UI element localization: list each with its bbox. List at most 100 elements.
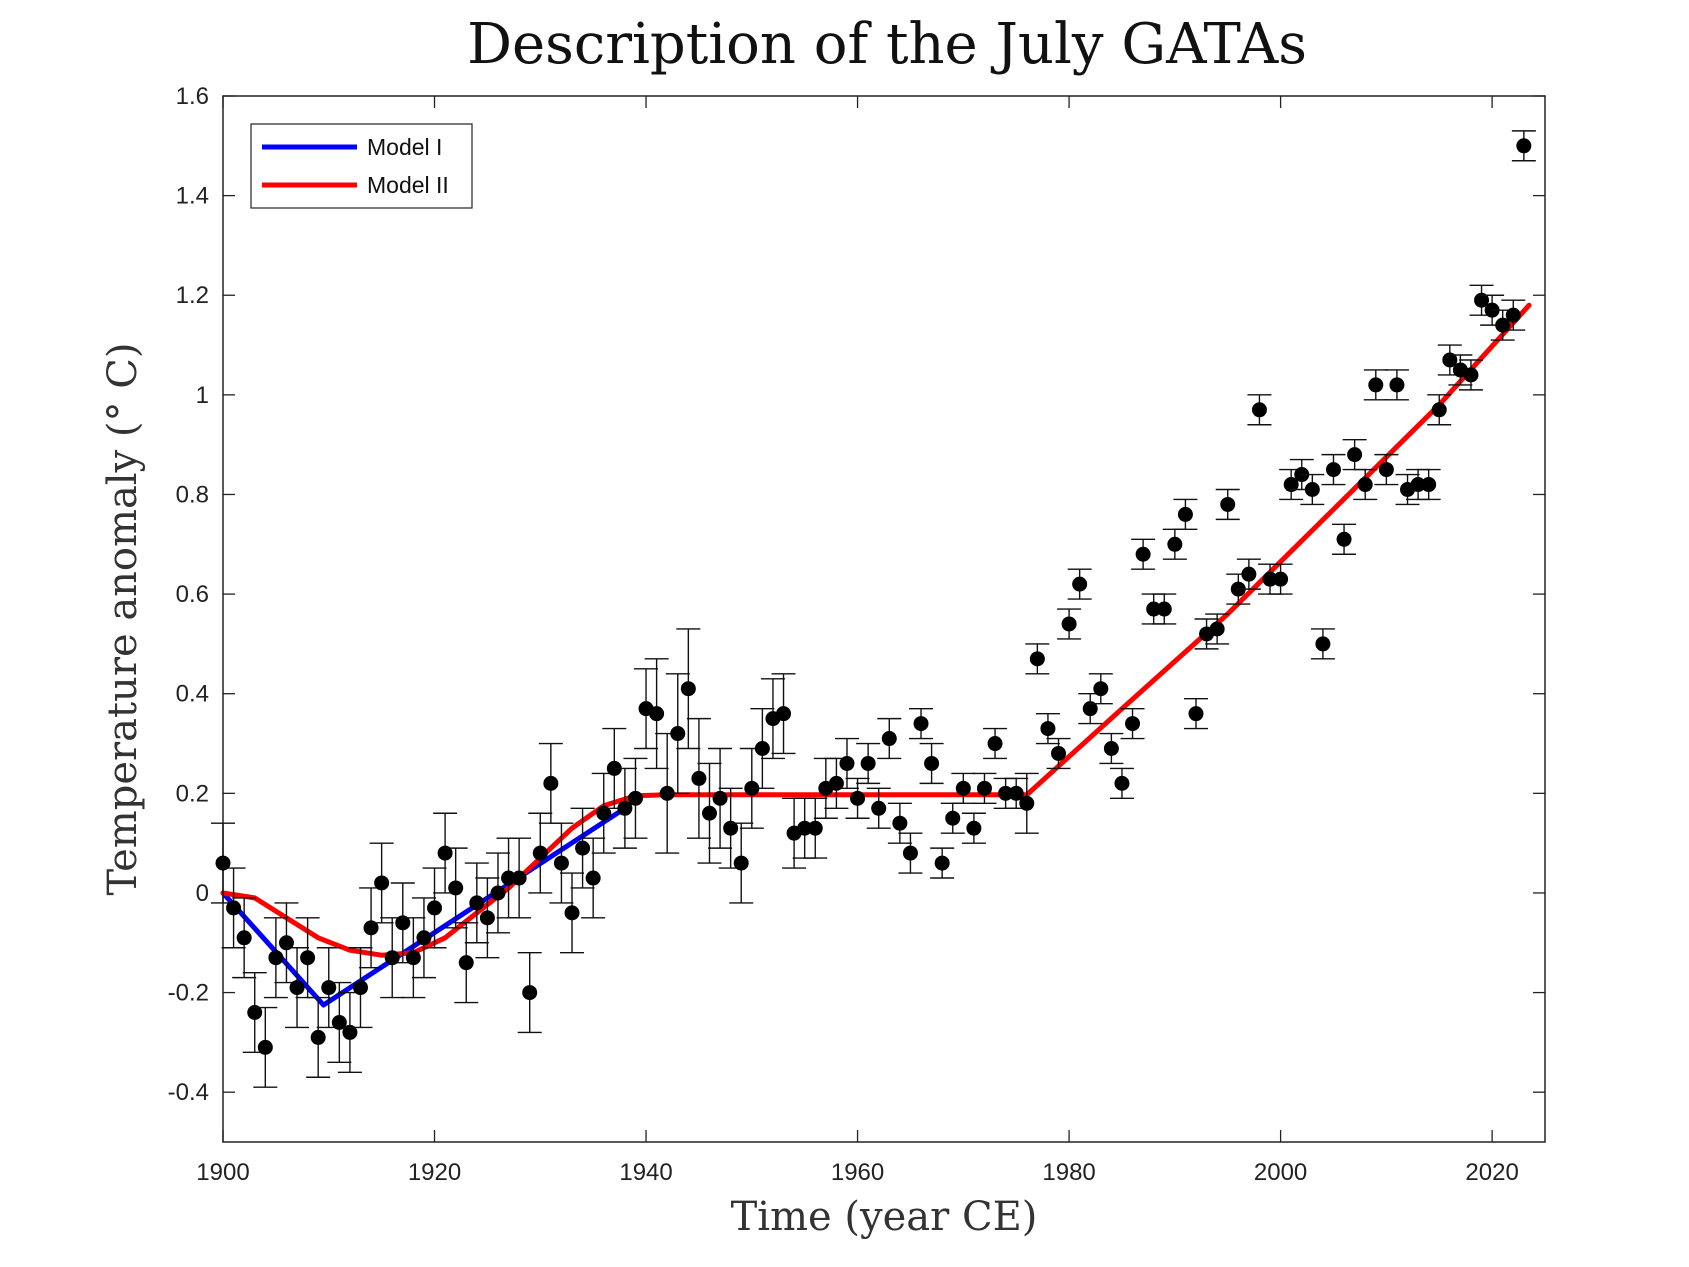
- data-point-1994: [1205, 613, 1230, 645]
- data-marker: [1167, 536, 1183, 552]
- data-point-2004: [1310, 628, 1335, 660]
- data-point-1958: [824, 757, 849, 809]
- data-point-1928: [507, 837, 532, 919]
- x-tick-label: 1920: [408, 1159, 461, 1186]
- y-tick-label: 1.2: [176, 282, 209, 309]
- data-point-1997: [1236, 558, 1261, 590]
- data-point-2009: [1363, 369, 1388, 401]
- data-point-1970: [951, 772, 976, 804]
- data-marker: [1241, 566, 1257, 582]
- model-lines: [220, 302, 1532, 1008]
- data-marker: [1325, 462, 1341, 478]
- y-tick-label: 0.4: [176, 681, 209, 708]
- data-point-2008: [1353, 468, 1378, 501]
- data-marker: [226, 900, 242, 916]
- data-marker: [1209, 621, 1225, 637]
- data-point-2007: [1342, 438, 1367, 471]
- x-axis: 1900 1920 1940 1960 1980 2000 2020: [196, 96, 1519, 1186]
- data-point-1977: [1025, 643, 1050, 675]
- data-marker: [1072, 576, 1088, 592]
- data-point-1973: [983, 727, 1008, 760]
- data-marker: [278, 935, 294, 951]
- x-tick-label: 1980: [1042, 1159, 1095, 1186]
- data-point-1984: [1099, 732, 1124, 765]
- data-marker: [1304, 481, 1320, 497]
- data-point-1903: [242, 971, 267, 1054]
- data-marker: [934, 855, 950, 871]
- data-point-1941: [644, 658, 669, 770]
- data-marker: [1114, 775, 1130, 791]
- data-marker: [1410, 477, 1426, 493]
- y-tick-label: -0.2: [168, 980, 209, 1007]
- x-tick-label: 1960: [831, 1159, 884, 1186]
- y-axis-label: Temperature anomaly (° C): [100, 343, 146, 896]
- data-marker: [1347, 447, 1363, 463]
- data-point-1966: [909, 707, 934, 740]
- data-marker: [1188, 706, 1204, 722]
- data-point-2019: [1469, 284, 1494, 316]
- data-point-1901: [221, 867, 246, 949]
- x-tick-label: 1940: [619, 1159, 672, 1186]
- data-point-1934: [570, 807, 595, 889]
- data-marker: [1389, 377, 1405, 393]
- data-marker: [839, 755, 855, 771]
- data-point-2016: [1437, 344, 1462, 376]
- data-marker: [627, 790, 643, 806]
- data-marker: [585, 870, 601, 886]
- data-marker: [1262, 571, 1278, 587]
- data-marker: [1442, 352, 1458, 368]
- data-point-1980: [1057, 608, 1082, 640]
- data-marker: [892, 815, 908, 831]
- data-marker: [617, 800, 633, 816]
- data-point-1987: [1131, 538, 1156, 570]
- data-marker: [1283, 477, 1299, 493]
- data-point-1947: [708, 747, 733, 849]
- legend-label-model-2: Model II: [367, 172, 449, 198]
- chart-title: Description of the July GATAs: [467, 12, 1307, 77]
- data-marker: [1273, 571, 1289, 587]
- data-point-1925: [475, 877, 500, 959]
- data-point-1907: [285, 947, 310, 1029]
- data-marker: [1368, 377, 1384, 393]
- observations: [211, 130, 1536, 1088]
- data-marker: [575, 840, 591, 856]
- data-marker: [1474, 292, 1490, 308]
- data-point-1961: [856, 742, 881, 785]
- data-point-1935: [581, 837, 606, 919]
- data-marker: [331, 1014, 347, 1030]
- y-tick-label: 0.8: [176, 481, 209, 508]
- data-marker: [850, 790, 866, 806]
- data-point-2005: [1321, 453, 1346, 486]
- data-marker: [1135, 546, 1151, 562]
- x-tick-label: 2000: [1254, 1159, 1307, 1186]
- data-point-2014: [1416, 468, 1441, 501]
- data-point-1918: [401, 917, 426, 999]
- data-marker: [310, 1029, 326, 1045]
- data-point-1943: [665, 673, 690, 795]
- data-marker: [564, 905, 580, 921]
- data-point-1951: [750, 707, 775, 790]
- data-marker: [1357, 477, 1373, 493]
- data-marker: [1315, 636, 1331, 652]
- data-marker: [300, 950, 316, 966]
- data-point-1930: [528, 812, 553, 894]
- data-point-1983: [1088, 673, 1113, 705]
- y-axis: -0.4 -0.2 0 0.2 0.4 0.6 0.8 1 1.2 1.4 1.6: [168, 83, 1545, 1106]
- data-point-1985: [1109, 767, 1134, 800]
- data-point-1990: [1162, 528, 1187, 560]
- data-marker: [479, 910, 495, 926]
- data-point-1956: [803, 797, 828, 859]
- data-point-1922: [443, 847, 468, 929]
- data-point-1963: [877, 717, 902, 760]
- data-marker: [776, 706, 792, 722]
- data-point-1998: [1247, 394, 1272, 426]
- data-marker: [955, 780, 971, 796]
- data-marker: [1146, 601, 1162, 617]
- data-marker: [1421, 477, 1437, 493]
- data-point-1969: [940, 802, 965, 834]
- data-marker: [363, 920, 379, 936]
- data-point-1944: [676, 628, 701, 750]
- data-point-1939: [623, 757, 648, 839]
- data-point-1962: [866, 787, 891, 829]
